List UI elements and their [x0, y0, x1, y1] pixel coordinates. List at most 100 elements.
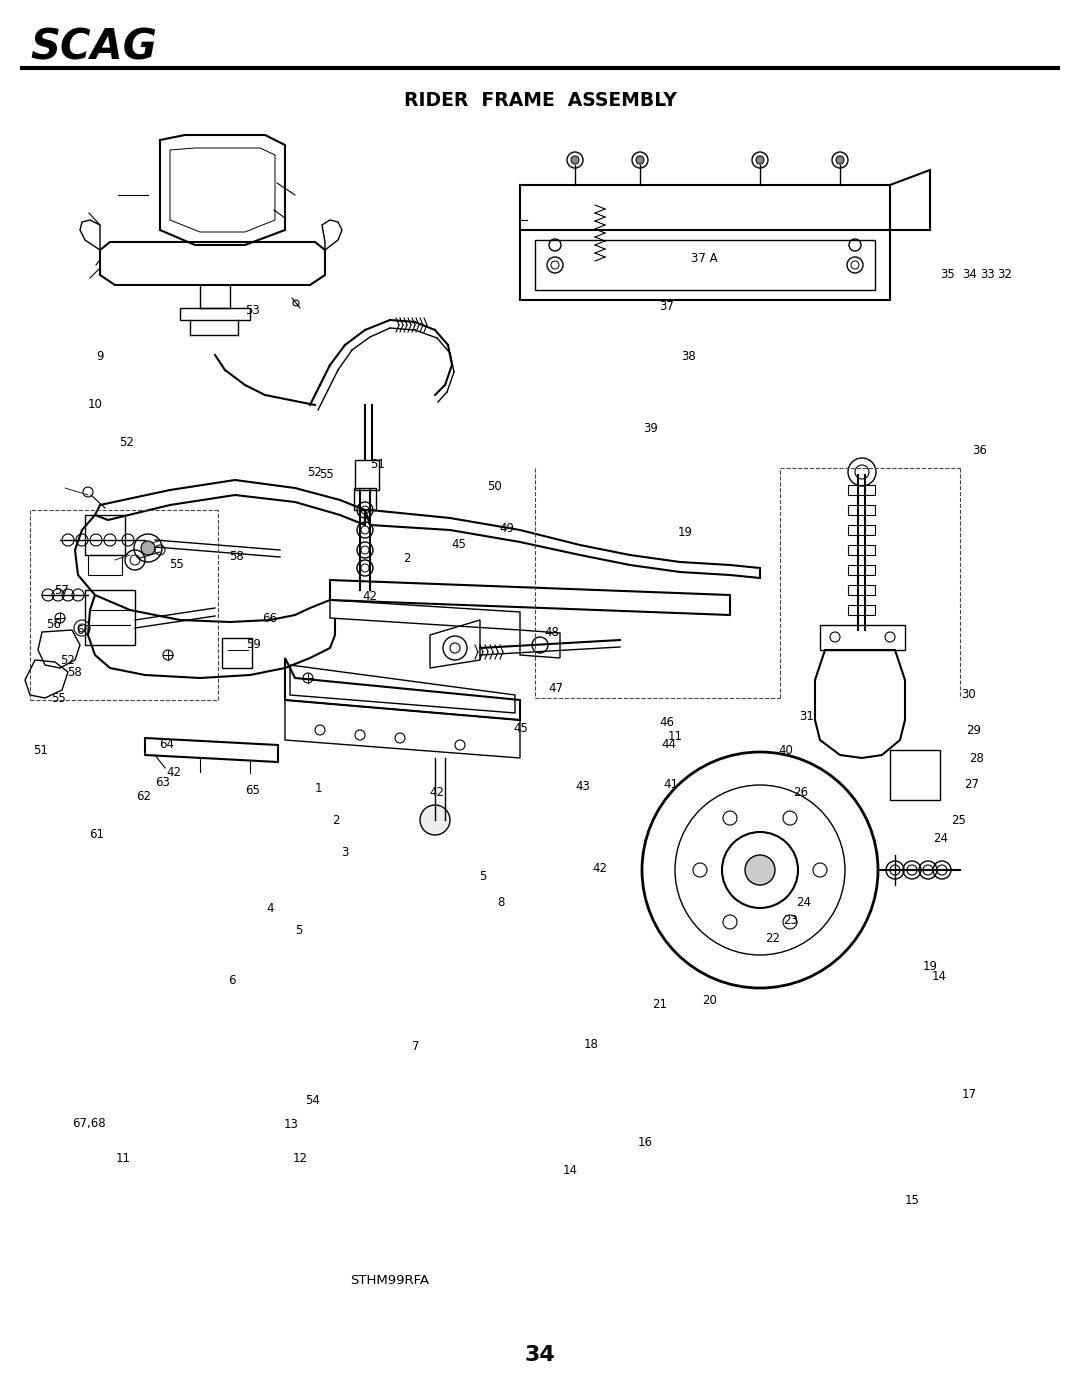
Text: 43: 43: [576, 780, 591, 792]
Text: 39: 39: [644, 422, 659, 434]
Text: 19: 19: [922, 960, 937, 972]
Text: 67,68: 67,68: [72, 1118, 106, 1130]
Text: 11: 11: [116, 1153, 131, 1165]
Text: 48: 48: [544, 626, 559, 638]
Text: 58: 58: [68, 666, 82, 679]
Text: 27: 27: [964, 778, 980, 792]
Text: 55: 55: [168, 559, 184, 571]
Text: 12: 12: [293, 1153, 308, 1165]
Circle shape: [890, 865, 900, 875]
Text: 16: 16: [637, 1136, 652, 1148]
Text: SCAG: SCAG: [30, 27, 157, 68]
Text: 5: 5: [480, 870, 487, 883]
Text: 5: 5: [295, 923, 302, 936]
Circle shape: [923, 865, 933, 875]
Text: 29: 29: [967, 724, 982, 736]
Text: 51: 51: [33, 743, 49, 757]
Text: 42: 42: [363, 591, 378, 604]
Text: 38: 38: [681, 349, 697, 362]
Text: 14: 14: [931, 971, 946, 983]
Text: 49: 49: [499, 521, 514, 535]
Text: 50: 50: [487, 479, 501, 493]
Text: 34: 34: [525, 1345, 555, 1365]
Circle shape: [745, 855, 775, 886]
Text: 54: 54: [306, 1094, 321, 1106]
Circle shape: [420, 805, 450, 835]
Text: 9: 9: [96, 349, 104, 362]
Text: 56: 56: [46, 617, 62, 630]
Circle shape: [907, 865, 917, 875]
Text: 51: 51: [370, 458, 386, 472]
Bar: [87, 555, 122, 576]
Text: 52: 52: [60, 654, 76, 666]
Text: 64: 64: [160, 738, 175, 750]
Text: 42: 42: [593, 862, 607, 875]
Text: 32: 32: [998, 268, 1012, 282]
Text: 24: 24: [797, 897, 811, 909]
Text: 59: 59: [246, 637, 261, 651]
Text: 36: 36: [973, 444, 987, 457]
Text: 2: 2: [403, 552, 410, 564]
Text: 28: 28: [970, 752, 985, 764]
Text: 11: 11: [667, 729, 683, 742]
Text: 31: 31: [799, 710, 814, 722]
Circle shape: [636, 156, 644, 163]
Text: 24: 24: [933, 833, 948, 845]
Text: RIDER  FRAME  ASSEMBLY: RIDER FRAME ASSEMBLY: [404, 91, 676, 109]
Text: 34: 34: [962, 268, 977, 282]
Text: 7: 7: [413, 1041, 420, 1053]
Text: 35: 35: [941, 268, 956, 282]
Text: 57: 57: [55, 584, 69, 597]
Text: 66: 66: [262, 612, 278, 624]
Text: 26: 26: [794, 787, 809, 799]
Circle shape: [141, 541, 156, 555]
Circle shape: [756, 156, 764, 163]
Text: 53: 53: [245, 303, 259, 317]
Text: 61: 61: [90, 828, 105, 841]
Text: 52: 52: [308, 465, 323, 479]
Text: 62: 62: [136, 789, 151, 802]
Text: 18: 18: [583, 1038, 598, 1051]
Circle shape: [836, 156, 843, 163]
Text: 40: 40: [779, 745, 794, 757]
Text: 30: 30: [961, 689, 976, 701]
Circle shape: [450, 643, 460, 652]
Text: 15: 15: [905, 1194, 919, 1207]
Text: 37 A: 37 A: [691, 253, 717, 265]
Text: 55: 55: [319, 468, 334, 481]
Circle shape: [937, 865, 947, 875]
Text: 20: 20: [703, 993, 717, 1006]
Text: 52: 52: [120, 436, 134, 448]
Text: 13: 13: [284, 1119, 298, 1132]
Text: 14: 14: [563, 1164, 578, 1176]
Text: 33: 33: [981, 268, 996, 282]
Text: 37: 37: [660, 300, 674, 313]
Text: 58: 58: [229, 549, 243, 563]
Text: 3: 3: [341, 845, 349, 859]
Text: STHM99RFA: STHM99RFA: [351, 1274, 430, 1287]
Bar: [354, 488, 376, 510]
Circle shape: [851, 261, 859, 270]
Circle shape: [551, 261, 559, 270]
Bar: [355, 460, 379, 490]
Text: 45: 45: [514, 722, 528, 735]
Text: 42: 42: [430, 787, 445, 799]
Text: 10: 10: [87, 398, 103, 412]
Text: 2: 2: [333, 814, 340, 827]
Text: 22: 22: [766, 932, 781, 944]
Text: 55: 55: [52, 692, 66, 704]
Text: 60: 60: [77, 623, 92, 637]
Text: 45: 45: [451, 538, 467, 550]
Text: 1: 1: [314, 782, 322, 795]
Text: 8: 8: [497, 897, 504, 909]
Text: 21: 21: [652, 999, 667, 1011]
Text: 25: 25: [951, 813, 967, 827]
Text: 46: 46: [660, 717, 675, 729]
Text: 42: 42: [166, 766, 181, 778]
Text: 44: 44: [661, 738, 676, 750]
Text: 23: 23: [784, 914, 798, 926]
Text: 17: 17: [961, 1088, 976, 1101]
Text: 65: 65: [245, 784, 260, 796]
Circle shape: [855, 465, 869, 479]
Text: 6: 6: [228, 974, 235, 986]
